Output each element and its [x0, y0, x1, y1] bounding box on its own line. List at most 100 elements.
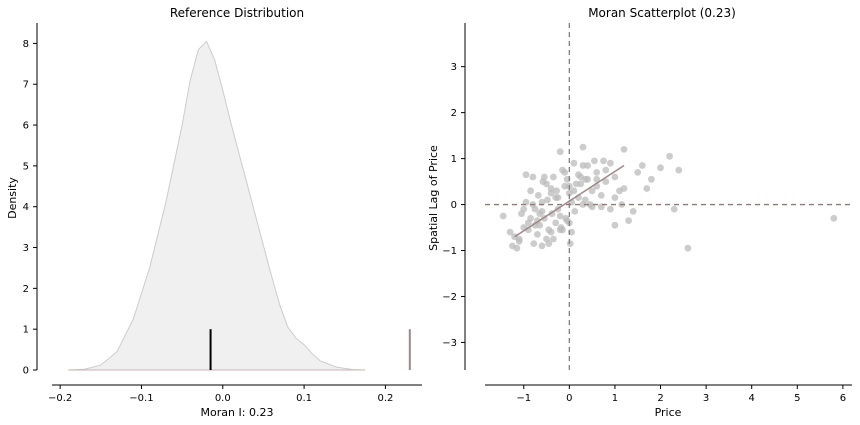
scatter-point	[591, 157, 598, 165]
left-plot-area	[68, 40, 411, 371]
reference-distribution-panel: Reference Distribution −0.2 −0.1 0.0 0.1 0.2…	[6, 6, 422, 419]
scatter-point	[527, 187, 534, 195]
left-y-ticks: 0 1 2 3 4 5 6 7 8	[23, 39, 37, 377]
moran-scatterplot-panel: Moran Scatterplot (0.23) −1 0 1 2 3 4 5 6 −3−2−…	[427, 6, 852, 419]
scatter-point	[657, 164, 664, 172]
scatter-point	[545, 240, 553, 248]
right-x-tick-label: 1	[612, 393, 618, 404]
scatter-point	[638, 162, 646, 169]
left-y-tick-label: 4	[23, 202, 29, 213]
scatter-point	[561, 169, 569, 176]
scatter-point	[597, 192, 605, 199]
scatter-point	[566, 240, 574, 248]
scatter-point	[534, 231, 541, 238]
scatter-point	[547, 228, 555, 236]
right-x-tick-label: 0	[566, 393, 572, 404]
scatter-point	[586, 201, 594, 208]
left-chart-title: Reference Distribution	[170, 6, 304, 20]
scatter-point	[593, 169, 601, 176]
right-plot-area	[485, 23, 852, 370]
right-x-ticks: −1 0 1 2 3 4 5 6	[516, 385, 846, 404]
scatter-point	[550, 235, 557, 243]
scatter-point	[611, 221, 619, 229]
scatter-point	[529, 173, 537, 181]
left-y-tick-label: 3	[23, 243, 29, 254]
scatter-point	[620, 185, 628, 192]
scatter-point	[531, 221, 539, 229]
left-x-tick-label: 0.1	[296, 393, 312, 404]
right-y-tick-label: 0	[451, 200, 457, 211]
scatter-point	[620, 146, 628, 153]
left-y-label: Density	[6, 177, 19, 219]
scatter-point	[634, 169, 642, 176]
scatter-point	[522, 171, 530, 179]
scatter-point	[499, 212, 507, 220]
right-y-tick-label: 2	[451, 108, 457, 119]
right-y-ticks: −3 −2 −1 0 1 2 3	[442, 62, 465, 349]
scatter-point	[520, 205, 528, 213]
left-y-tick-label: 2	[23, 284, 29, 295]
scatter-point	[579, 201, 587, 208]
scatter-point	[534, 192, 542, 199]
scatter-point	[556, 212, 564, 220]
right-y-label: Spatial Lag of Price	[427, 145, 440, 251]
scatter-point	[527, 214, 534, 222]
right-x-label: Price	[655, 406, 682, 419]
right-y-tick-label: 3	[451, 62, 457, 73]
scatter-point	[625, 217, 632, 225]
right-y-tick-label: −3	[442, 338, 457, 349]
scatter-point	[607, 205, 614, 213]
scatter-point	[830, 214, 838, 222]
left-y-tick-label: 0	[23, 366, 29, 377]
right-y-tick-label: −2	[442, 292, 457, 303]
scatter-point	[593, 175, 601, 183]
left-x-ticks: −0.2 −0.1 0.0 0.1 0.2	[48, 385, 393, 404]
scatter-point	[600, 157, 607, 165]
left-y-tick-label: 8	[23, 39, 29, 50]
scatter-point	[611, 173, 619, 181]
scatter-point	[577, 180, 585, 188]
scatter-point	[544, 196, 551, 204]
scatter-point	[547, 189, 555, 197]
scatter-point	[552, 219, 560, 227]
scatter-point	[571, 208, 579, 215]
left-x-label: Moran I: 0.23	[201, 406, 274, 419]
scatter-point	[530, 240, 538, 248]
left-x-tick-label: 0.2	[377, 393, 393, 404]
scatter-point	[570, 187, 578, 195]
regression-line	[514, 164, 625, 238]
left-y-tick-label: 7	[23, 80, 29, 91]
scatter-point	[581, 175, 589, 183]
scatter-point	[515, 237, 523, 245]
scatter-point	[629, 208, 637, 215]
scatter-point	[506, 228, 514, 236]
scatter-point	[684, 244, 692, 252]
left-x-tick-label: −0.2	[48, 393, 72, 404]
right-y-tick-label: −1	[442, 246, 457, 257]
scatter-point	[513, 244, 521, 252]
scatter-point	[536, 210, 544, 218]
right-x-tick-label: −1	[516, 393, 531, 404]
right-x-tick-label: 4	[749, 393, 755, 404]
scatter-point	[666, 152, 673, 160]
right-y-tick-label: 1	[451, 154, 457, 165]
right-x-tick-label: 2	[657, 393, 663, 404]
scatter-point	[554, 194, 562, 202]
scatter-point	[675, 166, 683, 174]
scatter-point	[540, 173, 548, 181]
scatter-point	[588, 187, 596, 195]
scatter-point	[559, 226, 566, 234]
scatter-point	[602, 166, 610, 174]
right-x-tick-label: 3	[703, 393, 709, 404]
scatter-point	[611, 194, 619, 202]
left-x-tick-label: −0.1	[129, 393, 153, 404]
left-y-tick-label: 5	[23, 161, 29, 172]
scatter-point	[670, 205, 678, 213]
scatter-point	[538, 242, 546, 250]
scatter-point	[570, 159, 578, 167]
scatter-point	[556, 148, 564, 156]
scatter-point	[607, 159, 614, 167]
scatter-point	[553, 187, 560, 195]
scatter-point	[575, 171, 582, 179]
scatter-point	[579, 162, 587, 169]
